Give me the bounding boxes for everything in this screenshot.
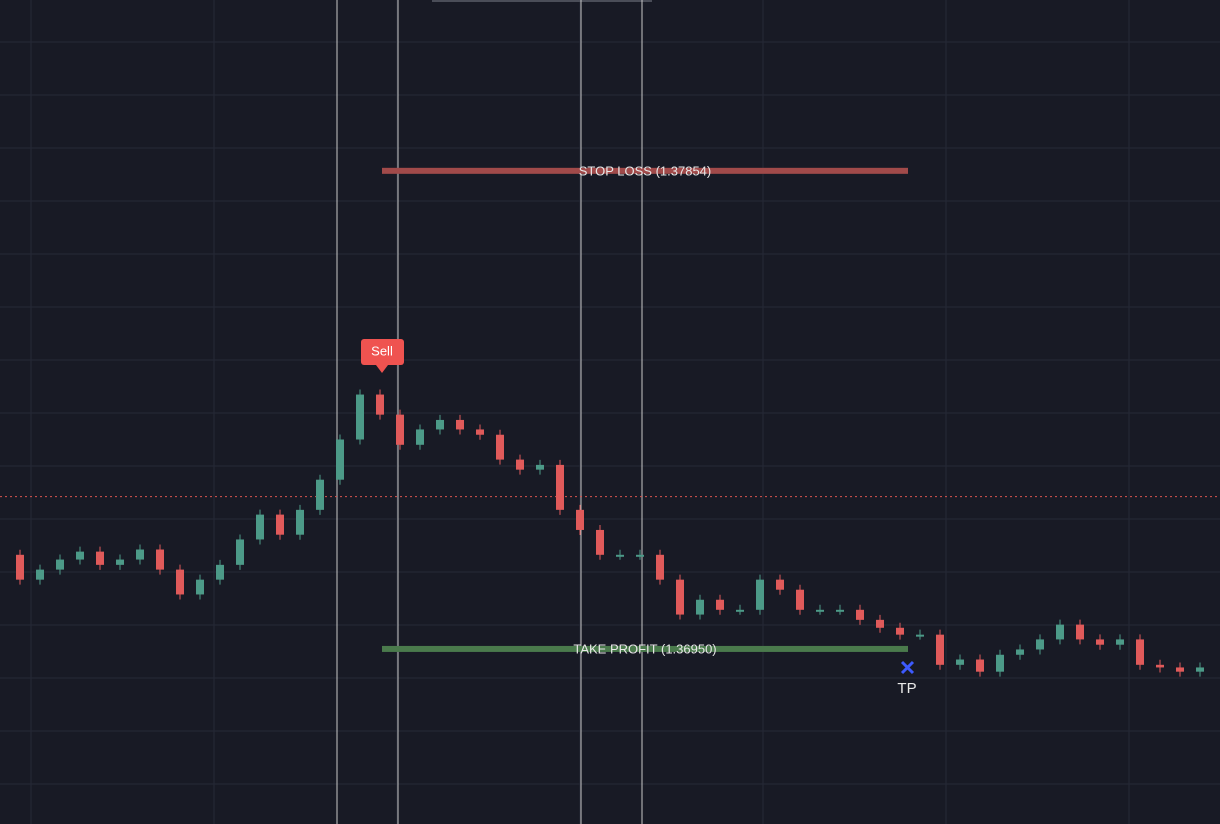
candle-body — [1136, 639, 1144, 665]
candle-body — [316, 479, 324, 510]
candle-body — [476, 429, 484, 435]
candle-body — [876, 619, 884, 628]
take-profit-label: TAKE PROFIT (1.36950) — [573, 641, 716, 656]
candle-body — [456, 419, 464, 430]
candle-body — [856, 609, 864, 620]
candle-body — [536, 464, 544, 470]
candle-body — [776, 579, 784, 590]
toolbar-edge — [432, 0, 652, 2]
candle-body — [436, 419, 444, 430]
stop-loss-line — [382, 167, 908, 174]
candle-body — [136, 549, 144, 560]
candle-body — [1076, 624, 1084, 640]
candle-body — [236, 539, 244, 565]
candle-body — [996, 654, 1004, 672]
candle-body — [76, 551, 84, 560]
candle-body — [216, 564, 224, 580]
candle-body — [756, 579, 764, 610]
candle-body — [256, 514, 264, 540]
candle-body — [1016, 649, 1024, 655]
candle-body — [656, 554, 664, 580]
sell-badge — [361, 339, 404, 365]
candle-body — [816, 609, 824, 612]
candle-body — [1176, 667, 1184, 672]
candle-body — [56, 559, 64, 570]
candle-body — [156, 549, 164, 570]
candle-body — [36, 569, 44, 580]
candle-body — [596, 529, 604, 555]
candle-body — [1116, 639, 1124, 645]
candle-body — [1196, 667, 1204, 672]
candle-body — [556, 464, 564, 510]
candle-body — [636, 554, 644, 557]
candle-body — [676, 579, 684, 615]
candle-body — [496, 434, 504, 460]
take-profit-line — [382, 645, 908, 652]
candle-body — [576, 509, 584, 530]
candle-body — [416, 429, 424, 445]
candle-body — [936, 634, 944, 665]
candle-body — [1096, 639, 1104, 645]
candle-body — [176, 569, 184, 595]
tp-label: TP — [897, 680, 916, 697]
candle-body — [336, 439, 344, 480]
candle-body — [956, 659, 964, 665]
tp-cross — [900, 660, 915, 675]
candle-body — [736, 609, 744, 612]
session-lines — [336, 0, 643, 824]
candle-body — [16, 554, 24, 580]
candle-body — [396, 414, 404, 445]
sell-label: Sell — [371, 343, 393, 358]
candle-body — [916, 634, 924, 637]
candle-body — [696, 599, 704, 615]
candle-body — [896, 627, 904, 635]
candle-body — [196, 579, 204, 595]
candle-body — [1036, 639, 1044, 650]
candle-body — [716, 599, 724, 610]
sell-pointer — [376, 365, 388, 373]
candle-body — [516, 459, 524, 470]
candle-body — [296, 509, 304, 535]
candle-body — [96, 551, 104, 565]
candle-body — [616, 554, 624, 557]
candle-body — [976, 659, 984, 672]
stop-loss-label: STOP LOSS (1.37854) — [579, 163, 711, 178]
candle-body — [1056, 624, 1064, 640]
candle-body — [1156, 664, 1164, 668]
candle-body — [276, 514, 284, 535]
candle-body — [836, 609, 844, 612]
candle-body — [116, 559, 124, 565]
candle-body — [376, 394, 384, 415]
candle-body — [356, 394, 364, 440]
candle-body — [796, 589, 804, 610]
